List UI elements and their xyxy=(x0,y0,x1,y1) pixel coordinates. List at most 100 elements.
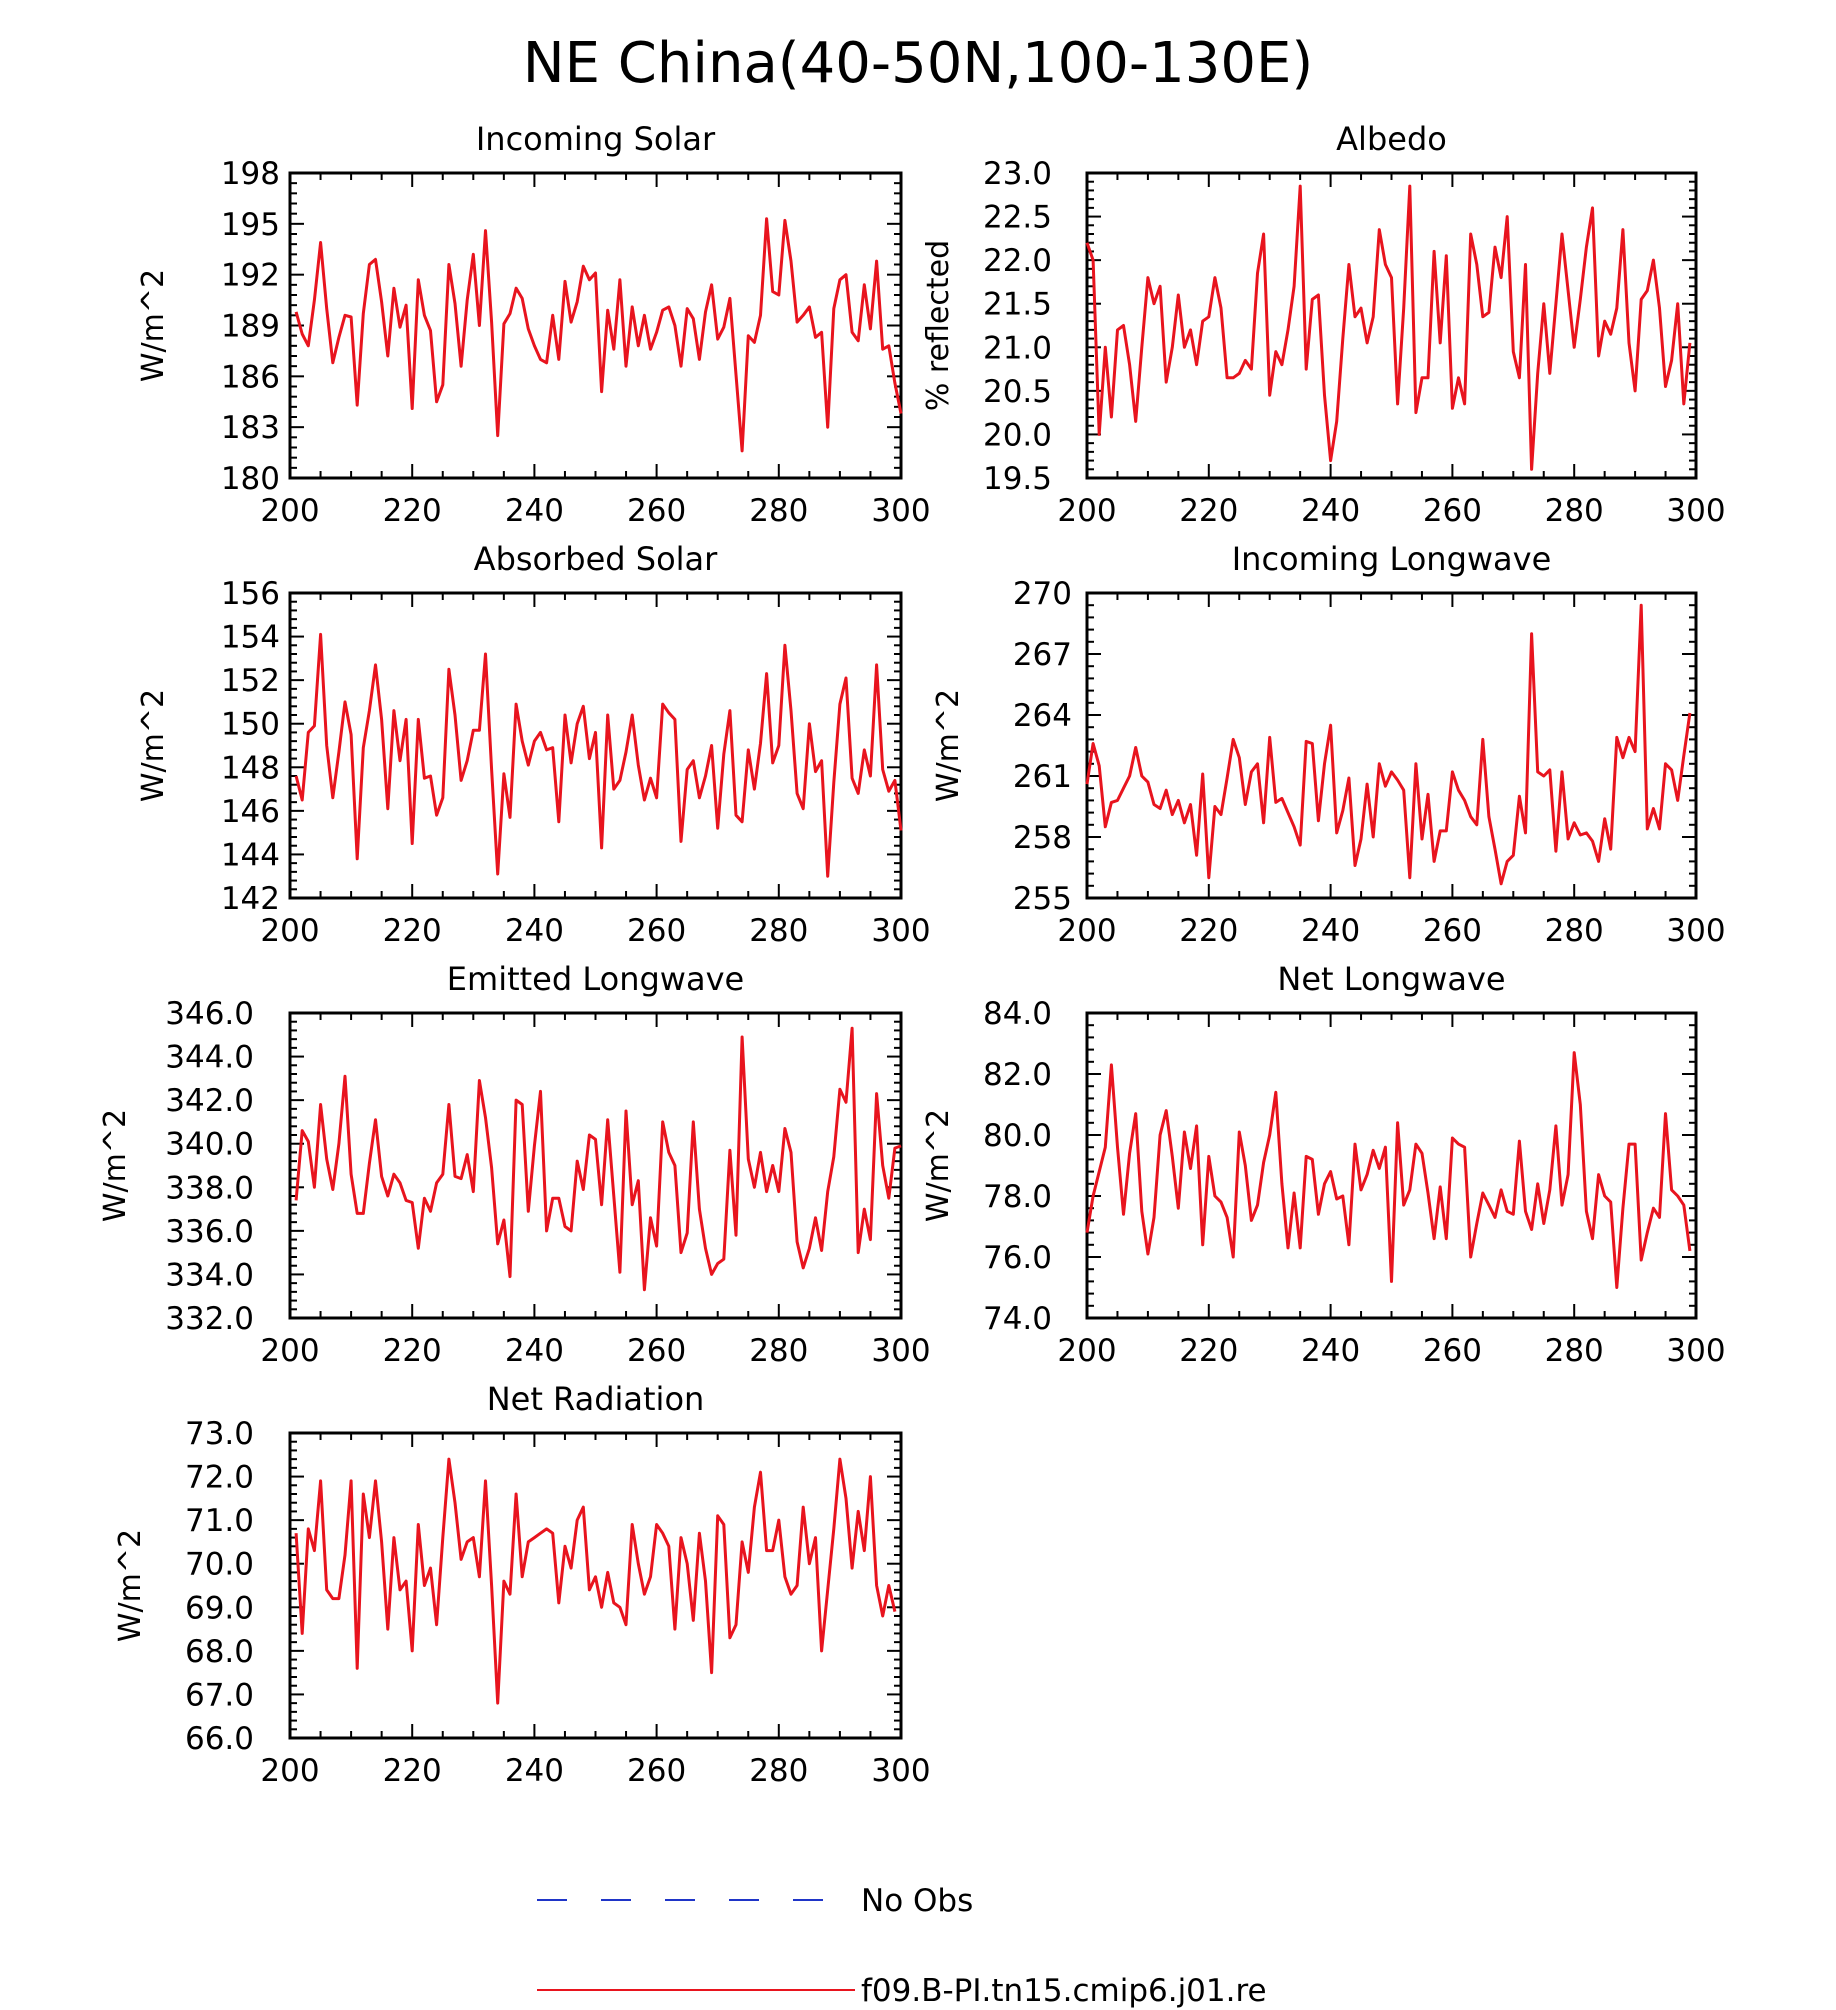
y-axis-label: W/m^2 xyxy=(931,689,966,802)
plot-frame xyxy=(288,1431,903,1740)
panel-title: Net Longwave xyxy=(1277,960,1505,998)
panel-5: 200 220 240 260 280 300 74.0 76.0 78.0 80.0 82.0 84… xyxy=(921,960,1726,1369)
y-tick-label: 186 xyxy=(221,359,280,395)
y-tick-label: 261 xyxy=(1013,759,1072,795)
x-tick-label: 300 xyxy=(1666,913,1725,949)
x-tick-label: 200 xyxy=(1057,1333,1116,1369)
x-tick-label: 280 xyxy=(749,1333,808,1369)
panel-title: Net Radiation xyxy=(487,1380,705,1418)
y-tick-label: 198 xyxy=(221,156,280,192)
y-tick-label: 20.0 xyxy=(983,417,1052,453)
x-tick-label: 280 xyxy=(1545,493,1604,529)
y-tick-label: 267 xyxy=(1013,637,1072,673)
figure-title: NE China(40-50N,100-130E) xyxy=(523,31,1314,96)
y-tick-label: 23.0 xyxy=(983,156,1052,192)
y-axis-label: W/m^2 xyxy=(98,1109,133,1222)
legend-label-no-obs: No Obs xyxy=(861,1883,973,1919)
series-line xyxy=(294,1026,902,1292)
y-tick-label: 150 xyxy=(221,707,280,743)
plot-frame xyxy=(1085,591,1698,900)
x-tick-label: 260 xyxy=(1423,493,1482,529)
y-tick-label: 189 xyxy=(221,309,280,345)
panel-2: 200 220 240 260 280 300 142 144 146 148 150 152 154 1… xyxy=(136,540,931,949)
x-tick-label: 220 xyxy=(1179,493,1238,529)
x-tick-label: 240 xyxy=(505,493,564,529)
x-tick-label: 240 xyxy=(505,1333,564,1369)
x-tick-label: 240 xyxy=(1301,913,1360,949)
y-tick-label: 142 xyxy=(221,881,280,917)
x-tick-label: 220 xyxy=(383,1753,442,1789)
y-tick-label: 192 xyxy=(221,258,280,294)
x-tick-label: 300 xyxy=(871,1333,930,1369)
x-tick-label: 220 xyxy=(1179,1333,1238,1369)
y-tick-label: 195 xyxy=(221,207,280,243)
y-tick-label: 342.0 xyxy=(165,1083,254,1119)
y-tick-label: 76.0 xyxy=(983,1240,1052,1276)
panels: 200 220 240 260 280 300 180 183 186 189 192 195 198 I… xyxy=(98,120,1726,1789)
y-tick-label: 340.0 xyxy=(165,1127,254,1163)
y-tick-label: 152 xyxy=(221,663,280,699)
y-tick-label: 74.0 xyxy=(983,1301,1052,1337)
x-tick-label: 280 xyxy=(749,1753,808,1789)
x-tick-label: 300 xyxy=(1666,493,1725,529)
x-tick-label: 220 xyxy=(1179,913,1238,949)
y-tick-label: 148 xyxy=(221,750,280,786)
y-tick-label: 270 xyxy=(1013,576,1072,612)
panel-3: 200 220 240 260 280 300 255 258 261 264 267 270 Inco… xyxy=(931,540,1726,949)
x-tick-label: 240 xyxy=(505,1753,564,1789)
y-tick-label: 66.0 xyxy=(185,1721,254,1757)
series-line xyxy=(1085,184,1692,471)
y-tick-label: 73.0 xyxy=(185,1416,254,1452)
series-line xyxy=(294,217,903,453)
y-tick-label: 21.5 xyxy=(983,287,1052,323)
y-tick-label: 69.0 xyxy=(185,1590,254,1626)
x-tick-label: 260 xyxy=(1423,913,1482,949)
x-tick-label: 300 xyxy=(1666,1333,1725,1369)
y-tick-label: 84.0 xyxy=(983,996,1052,1032)
y-axis-label: W/m^2 xyxy=(136,269,171,382)
y-axis-label: W/m^2 xyxy=(113,1529,148,1642)
y-tick-label: 71.0 xyxy=(185,1503,254,1539)
y-tick-label: 346.0 xyxy=(165,996,254,1032)
x-tick-label: 240 xyxy=(1301,1333,1360,1369)
y-tick-label: 156 xyxy=(221,576,280,612)
x-tick-label: 220 xyxy=(383,1333,442,1369)
plot-frame xyxy=(288,171,903,480)
y-tick-label: 336.0 xyxy=(165,1214,254,1250)
series-line xyxy=(1085,603,1692,886)
panel-0: 200 220 240 260 280 300 180 183 186 189 192 195 198 I… xyxy=(136,120,931,529)
x-tick-label: 200 xyxy=(260,1333,319,1369)
y-tick-label: 144 xyxy=(221,837,280,873)
y-tick-label: 82.0 xyxy=(983,1057,1052,1093)
y-tick-label: 332.0 xyxy=(165,1301,254,1337)
y-tick-label: 334.0 xyxy=(165,1257,254,1293)
panel-1: 200 220 240 260 280 300 19.5 20.0 20.5 21.0 21.5 22… xyxy=(921,120,1726,529)
y-tick-label: 258 xyxy=(1013,820,1072,856)
x-tick-label: 280 xyxy=(1545,1333,1604,1369)
panel-title: Incoming Solar xyxy=(476,120,716,158)
x-tick-label: 260 xyxy=(627,913,686,949)
x-tick-label: 240 xyxy=(505,913,564,949)
y-tick-label: 22.5 xyxy=(983,200,1052,236)
x-tick-label: 260 xyxy=(627,1753,686,1789)
y-tick-label: 255 xyxy=(1013,881,1072,917)
y-tick-label: 80.0 xyxy=(983,1118,1052,1154)
y-tick-label: 19.5 xyxy=(983,461,1052,497)
panel-title: Albedo xyxy=(1336,120,1447,158)
x-tick-label: 300 xyxy=(871,493,930,529)
series-line xyxy=(294,632,903,878)
y-tick-label: 68.0 xyxy=(185,1634,254,1670)
series-line xyxy=(1085,1051,1692,1289)
panel-title: Emitted Longwave xyxy=(447,960,744,998)
y-tick-label: 154 xyxy=(221,620,280,656)
x-tick-label: 200 xyxy=(260,913,319,949)
panel-title: Incoming Longwave xyxy=(1232,540,1552,578)
y-tick-label: 72.0 xyxy=(185,1460,254,1496)
y-tick-label: 67.0 xyxy=(185,1677,254,1713)
y-tick-label: 183 xyxy=(221,410,280,446)
x-tick-label: 200 xyxy=(1057,493,1116,529)
y-tick-label: 264 xyxy=(1013,698,1072,734)
y-tick-label: 22.0 xyxy=(983,243,1052,279)
x-tick-label: 260 xyxy=(627,1333,686,1369)
